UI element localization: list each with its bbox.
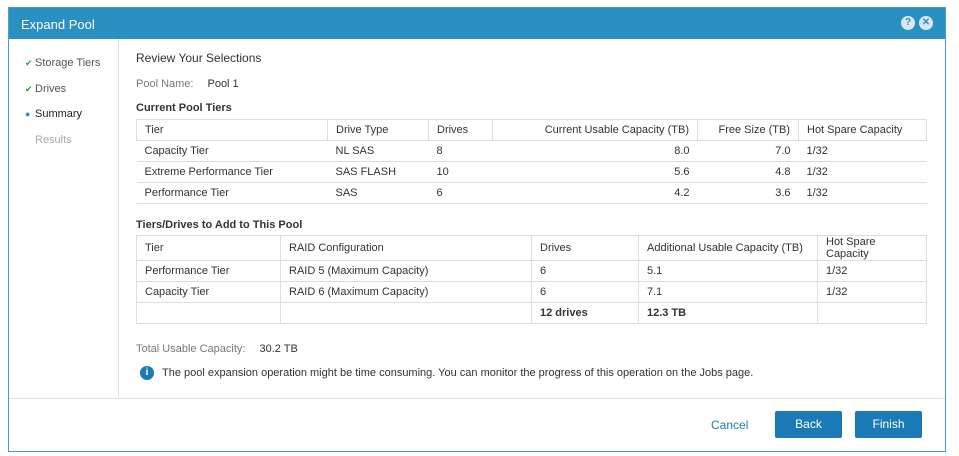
check-icon: ✔ (25, 58, 33, 68)
total-capacity-row: Total Usable Capacity: 30.2 TB (136, 343, 298, 355)
dialog-footer (9, 398, 945, 399)
cell: 8.0 (492, 140, 698, 162)
current-tiers-table: Tier Drive Type Drives Current Usable Ca… (136, 119, 927, 204)
step-label: Summary (35, 108, 83, 120)
col-drives: Drives (428, 119, 493, 141)
cell: RAID 6 (Maximum Capacity) (280, 281, 532, 303)
wizard-steps: ✔ Storage Tiers ✔ Drives ● Summary Results (9, 39, 119, 399)
check-icon: ✔ (25, 84, 33, 94)
cancel-button[interactable]: Cancel (711, 418, 749, 432)
step-storage-tiers[interactable]: ✔ Storage Tiers (25, 57, 100, 69)
cell: 3.6 (697, 182, 799, 204)
cell: 1/32 (817, 260, 927, 282)
expand-pool-dialog: Expand Pool ? ✕ ✔ Storage Tiers ✔ Drives ●… (8, 7, 946, 452)
step-summary: ● Summary (25, 108, 82, 120)
total-additional-capacity: 12.3 TB (638, 302, 818, 324)
step-label: Storage Tiers (35, 57, 101, 69)
current-dot-icon: ● (25, 109, 31, 119)
cell: Extreme Performance Tier (136, 161, 328, 183)
totals-row: 12 drives 12.3 TB (136, 302, 927, 324)
cell: 4.8 (697, 161, 799, 183)
total-capacity-label: Total Usable Capacity: (136, 343, 246, 355)
cell: 7.1 (638, 281, 818, 303)
help-icon[interactable]: ? (901, 16, 915, 30)
col-tier: Tier (136, 235, 281, 261)
current-tiers-heading: Current Pool Tiers (136, 102, 232, 114)
col-tier: Tier (136, 119, 328, 141)
cell: Capacity Tier (136, 281, 281, 303)
cell: Performance Tier (136, 260, 281, 282)
step-drives[interactable]: ✔ Drives (25, 83, 66, 95)
table-row: Performance Tier RAID 5 (Maximum Capacity… (136, 260, 927, 282)
cell: 1/32 (817, 281, 927, 303)
add-tiers-heading: Tiers/Drives to Add to This Pool (136, 219, 303, 231)
col-hot-spare: Hot Spare Capacity (798, 119, 927, 141)
col-raid: RAID Configuration (280, 235, 532, 261)
cell: Performance Tier (136, 182, 328, 204)
info-icon: i (140, 366, 154, 380)
cell: SAS FLASH (327, 161, 429, 183)
cell: 1/32 (798, 140, 927, 162)
col-drives: Drives (531, 235, 639, 261)
table-row: Capacity Tier RAID 6 (Maximum Capacity) 6 7… (136, 281, 927, 303)
info-message: i The pool expansion operation might be … (140, 366, 753, 380)
cell: NL SAS (327, 140, 429, 162)
finish-button[interactable]: Finish (855, 411, 922, 438)
col-hot-spare: Hot Spare Capacity (817, 235, 927, 261)
cell: 5.1 (638, 260, 818, 282)
cell: 1/32 (798, 161, 927, 183)
col-current-capacity: Current Usable Capacity (TB) (492, 119, 698, 141)
back-button[interactable]: Back (775, 411, 842, 438)
dialog-title-bar: Expand Pool ? ✕ (9, 8, 945, 39)
cell: 6 (531, 260, 639, 282)
col-additional-capacity: Additional Usable Capacity (TB) (638, 235, 818, 261)
step-results: Results (25, 134, 72, 146)
cell: SAS (327, 182, 429, 204)
dialog-title: Expand Pool (21, 17, 95, 32)
col-drive-type: Drive Type (327, 119, 429, 141)
add-tiers-table: Tier RAID Configuration Drives Additiona… (136, 235, 927, 324)
cell: 8 (428, 140, 493, 162)
cell: 4.2 (492, 182, 698, 204)
pool-name-value: Pool 1 (207, 78, 239, 90)
cell: 10 (428, 161, 493, 183)
total-drives: 12 drives (531, 302, 639, 324)
step-label: Drives (35, 83, 67, 95)
pool-name-label: Pool Name: (136, 78, 194, 90)
pool-name-row: Pool Name: Pool 1 (136, 78, 239, 90)
table-row: Extreme Performance Tier SAS FLASH 10 5.6 4.… (136, 161, 927, 183)
total-capacity-value: 30.2 TB (259, 343, 298, 355)
step-label: Results (35, 134, 72, 146)
col-free-size: Free Size (TB) (697, 119, 799, 141)
table-row: Capacity Tier NL SAS 8 8.0 7.0 1/32 (136, 140, 927, 162)
cell: 6 (531, 281, 639, 303)
cell: Capacity Tier (136, 140, 328, 162)
table-row: Performance Tier SAS 6 4.2 3.6 1/32 (136, 182, 927, 204)
cell: 5.6 (492, 161, 698, 183)
cell: 7.0 (697, 140, 799, 162)
cell: 6 (428, 182, 493, 204)
close-icon[interactable]: ✕ (919, 16, 933, 30)
cell: 1/32 (798, 182, 927, 204)
review-heading: Review Your Selections (136, 51, 262, 65)
cell: RAID 5 (Maximum Capacity) (280, 260, 532, 282)
info-text: The pool expansion operation might be ti… (162, 367, 754, 379)
